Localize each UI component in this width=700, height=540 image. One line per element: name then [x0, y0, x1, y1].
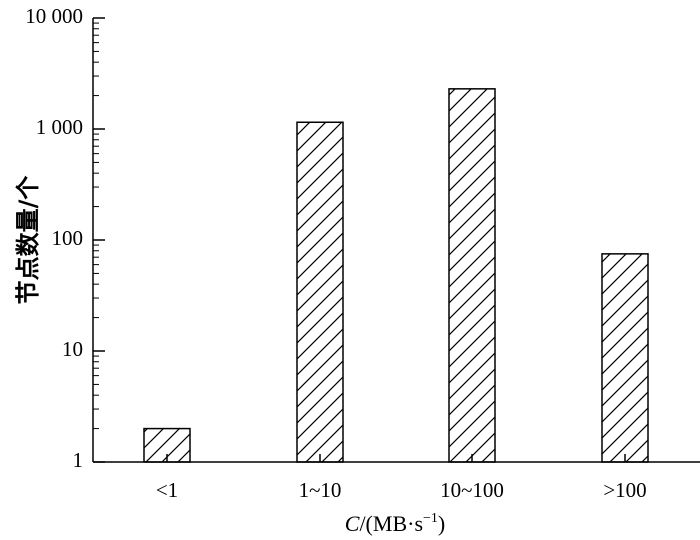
- y-tick-label: 10: [62, 337, 83, 361]
- x-tick-label: <1: [156, 478, 178, 502]
- x-tick-label: 1~10: [299, 478, 342, 502]
- x-axis-label-text: /(MB·s: [359, 511, 423, 536]
- y-tick-label: 10 000: [25, 4, 83, 28]
- x-tick-label: 10~100: [440, 478, 504, 502]
- x-axis-label-sup: −1: [423, 511, 438, 526]
- y-tick-label: 1 000: [36, 115, 83, 139]
- y-ticks: 1 10 100 1 000 10 000: [25, 4, 105, 472]
- y-axis-label: 节点数量/个: [14, 175, 42, 305]
- x-ticks: <1 1~10 10~100 >100: [156, 454, 647, 502]
- x-axis-label: C/(MB·s−1): [345, 511, 445, 536]
- bar: [448, 88, 496, 463]
- x-tick-label: >100: [603, 478, 646, 502]
- x-axis-label-close: ): [438, 511, 445, 536]
- bar: [601, 253, 649, 463]
- y-tick-label: 1: [73, 448, 84, 472]
- x-axis-label-var: C: [345, 511, 360, 536]
- y-tick-label: 100: [52, 226, 84, 250]
- bars: [143, 88, 649, 463]
- bar: [296, 121, 344, 463]
